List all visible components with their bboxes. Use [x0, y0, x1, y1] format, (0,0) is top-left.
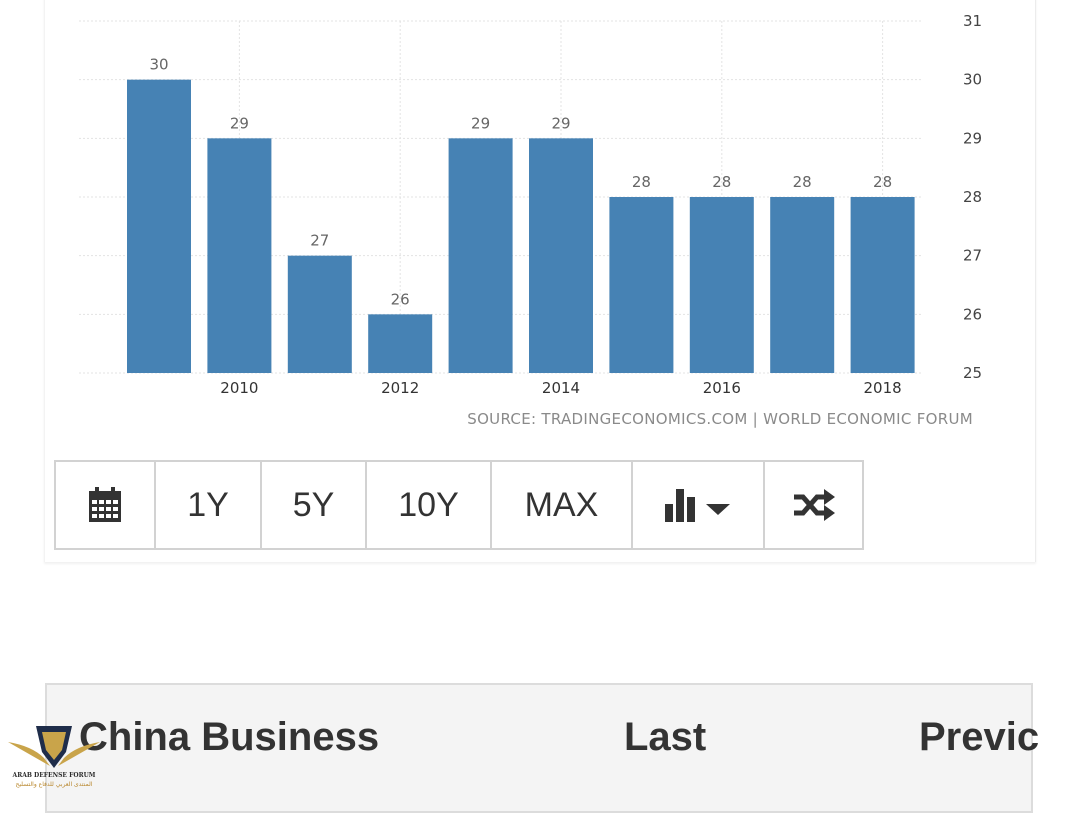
chart-toolbar: 1Y 5Y 10Y MAX: [54, 460, 864, 550]
range-10y-button[interactable]: 10Y: [367, 462, 492, 548]
data-label-2014: 29: [551, 114, 570, 132]
x-tick-label-2018: 2018: [864, 379, 902, 397]
chart-type-button[interactable]: [633, 462, 765, 548]
bar-2017: [770, 197, 835, 373]
data-label-2017: 28: [793, 173, 812, 191]
data-label-2012: 26: [391, 290, 410, 308]
bar-2016: [689, 197, 754, 373]
y-tick-label: 26: [963, 305, 982, 323]
data-label-2015: 28: [632, 173, 651, 191]
range-1y-button[interactable]: 1Y: [156, 462, 262, 548]
y-tick-label: 29: [963, 129, 982, 147]
column-header-china-business[interactable]: China Business: [79, 715, 380, 759]
forum-watermark-logo: ARAB DEFENSE FORUM المنتدى العربي للدفاع…: [6, 722, 102, 792]
y-tick-label: 25: [963, 364, 982, 382]
calendar-button[interactable]: [56, 462, 156, 548]
bar-chart: 25 26 27 28 29 30 31 30 29 27 26 29 29 28 28 28 28 2010 20…: [79, 12, 982, 397]
bar-2015: [609, 197, 674, 373]
y-tick-label: 30: [963, 71, 982, 89]
x-tick-label-2014: 2014: [542, 379, 580, 397]
range-5y-button[interactable]: 5Y: [262, 462, 367, 548]
column-header-previous[interactable]: Previc: [919, 715, 1040, 759]
y-tick-label: 28: [963, 188, 982, 206]
bar-2009: [127, 79, 191, 374]
bar-2012: [368, 314, 433, 373]
range-max-button[interactable]: MAX: [492, 462, 633, 548]
data-label-2016: 28: [712, 173, 731, 191]
x-tick-label-2010: 2010: [220, 379, 258, 397]
y-tick-label: 31: [963, 12, 982, 30]
data-label-2009: 30: [149, 56, 168, 74]
column-header-last[interactable]: Last: [624, 715, 707, 759]
bar-2010: [207, 138, 272, 373]
calendar-icon: [89, 487, 121, 522]
x-tick-label-2016: 2016: [703, 379, 741, 397]
data-label-2013: 29: [471, 114, 490, 132]
shuffle-button[interactable]: [765, 462, 862, 548]
chart-source[interactable]: SOURCE: TRADINGECONOMICS.COM | WORLD ECO…: [467, 410, 973, 428]
eagle-logo-icon: [8, 726, 100, 768]
watermark-text-arabic: المنتدى العربي للدفاع والتسليح: [15, 781, 93, 788]
bar-2011: [287, 255, 352, 373]
y-tick-label: 27: [963, 247, 982, 265]
watermark-text: ARAB DEFENSE FORUM: [12, 772, 96, 779]
data-label-2018: 28: [873, 173, 892, 191]
data-label-2011: 27: [310, 232, 329, 250]
shuffle-icon: [793, 489, 835, 521]
table-header: China Business Last Previc: [45, 683, 1039, 813]
bar-2018: [850, 197, 915, 373]
x-tick-label-2012: 2012: [381, 379, 419, 397]
bar-2013: [448, 138, 513, 373]
bar-chart-dropdown-icon: [665, 489, 730, 522]
bar-2014: [529, 138, 593, 373]
data-label-2010: 29: [230, 114, 249, 132]
